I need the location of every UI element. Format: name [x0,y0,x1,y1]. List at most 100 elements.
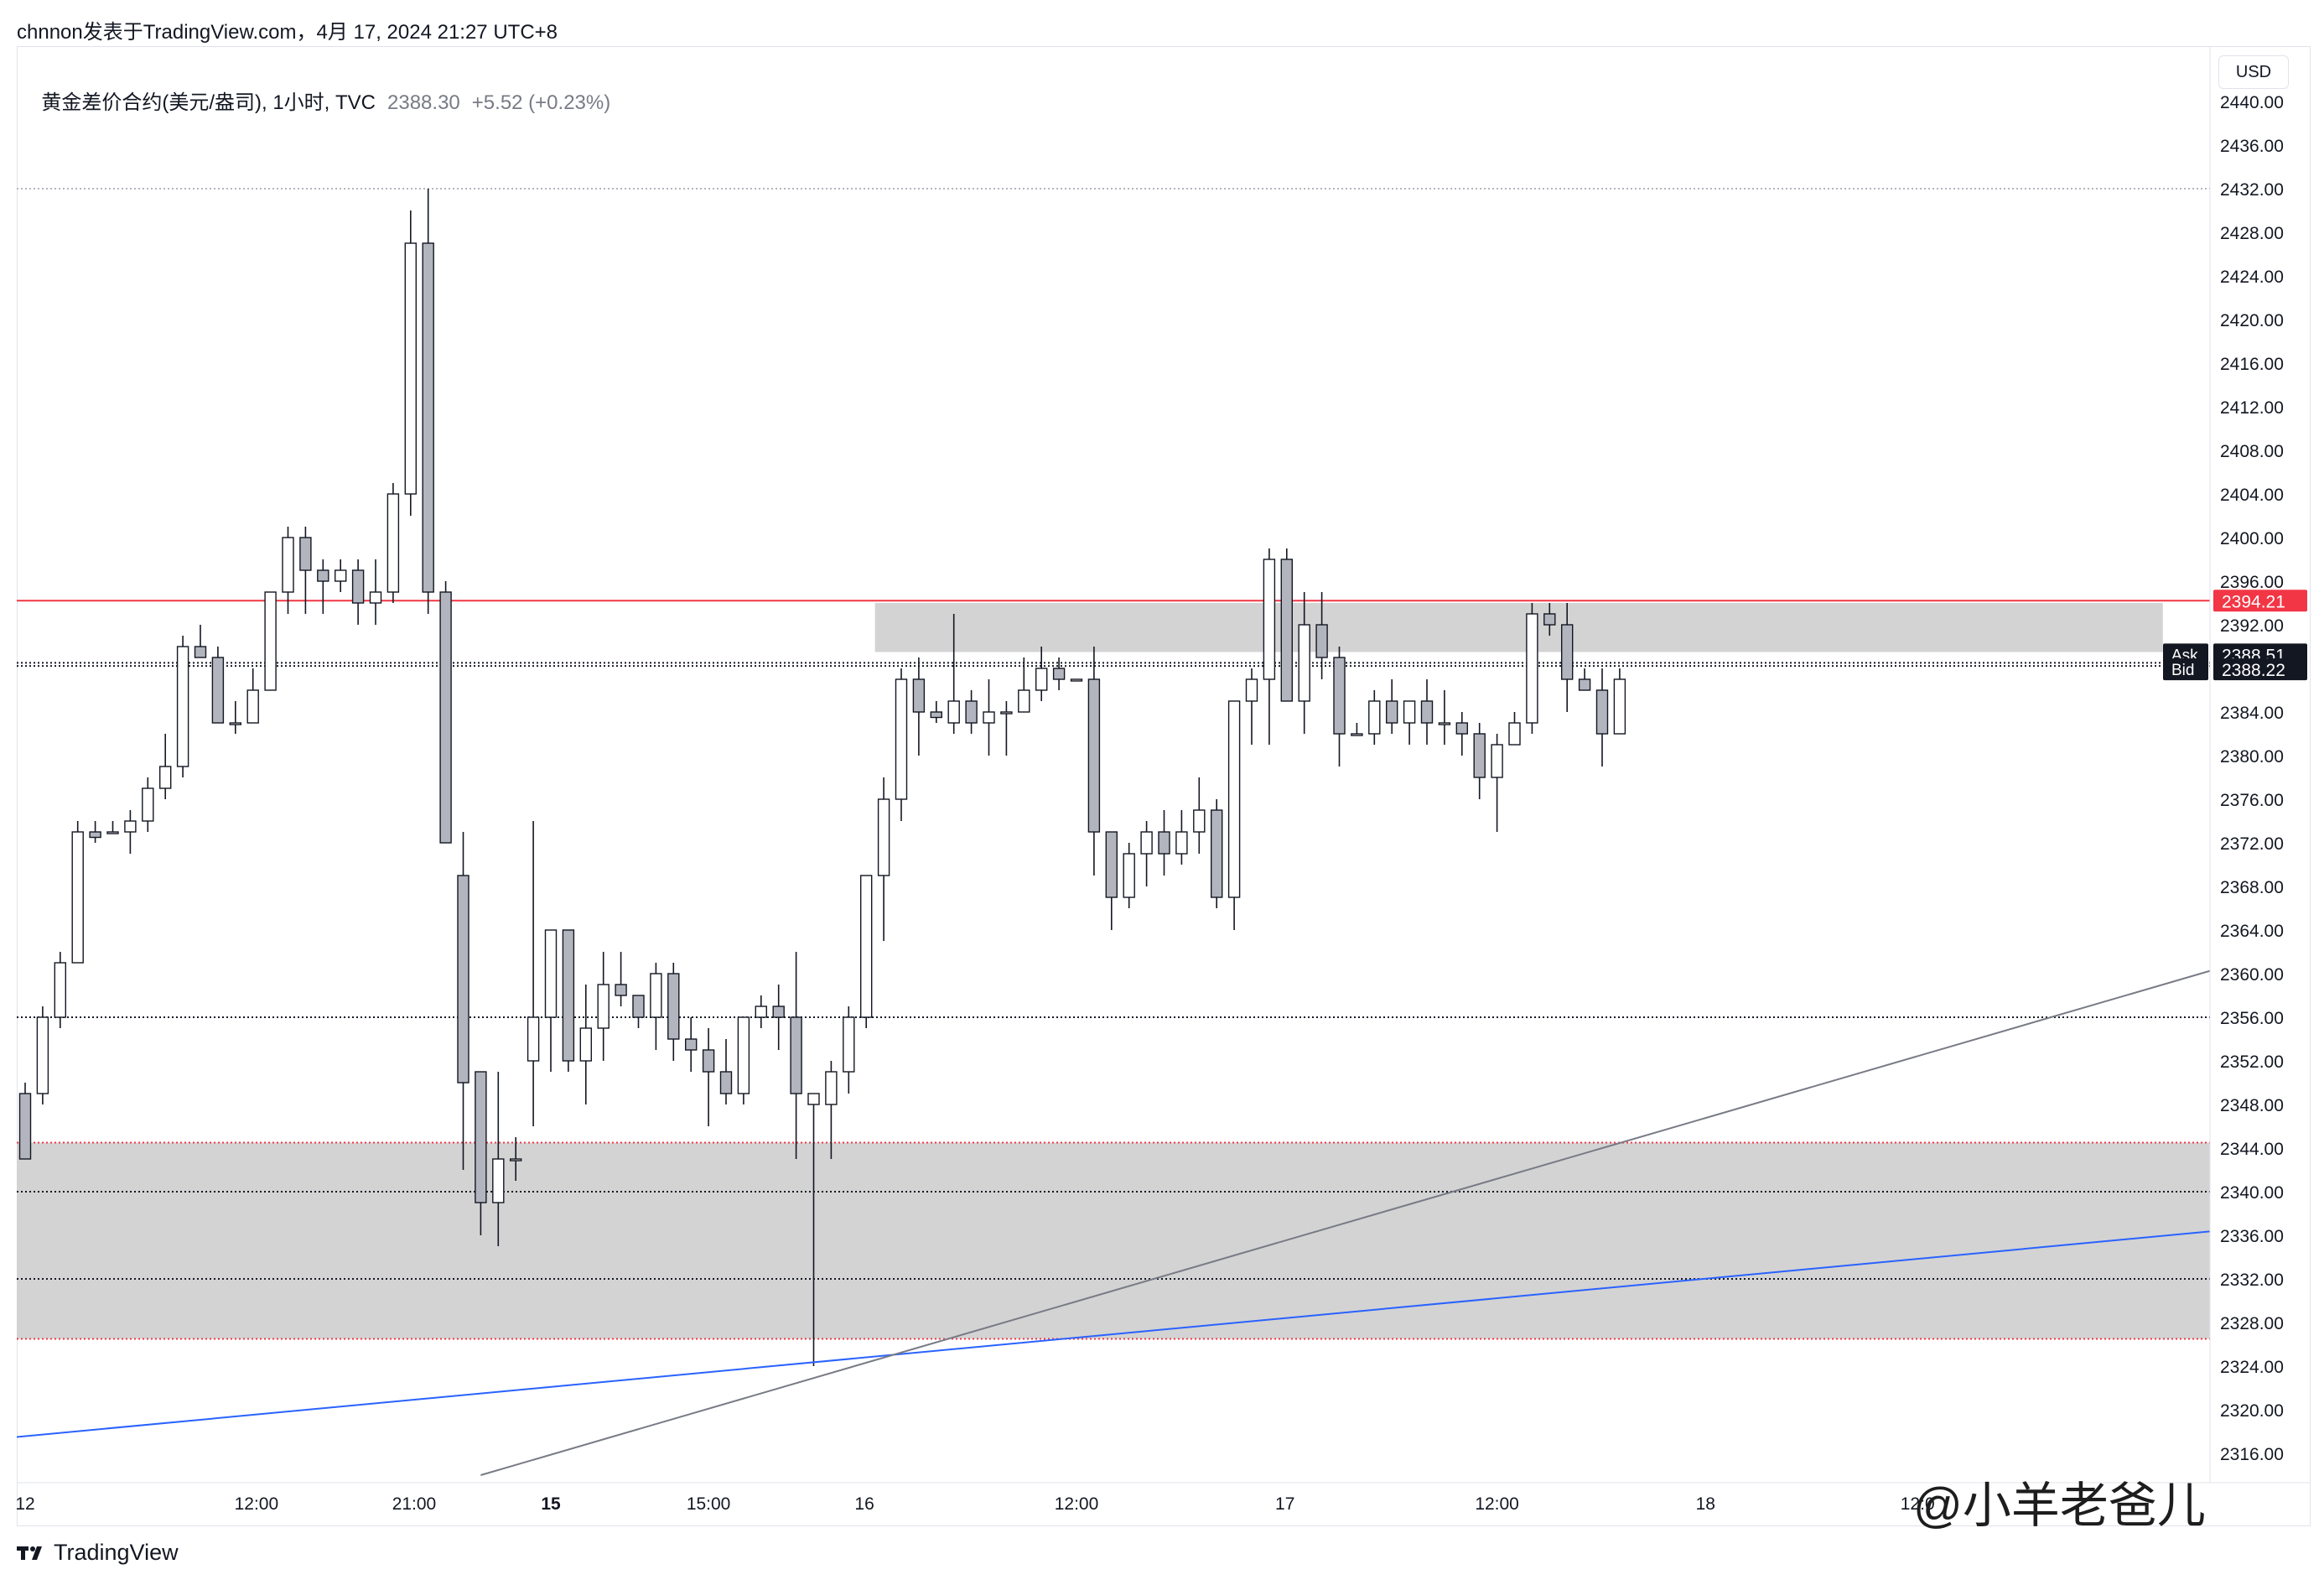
candle-81 [1438,690,1451,745]
time-tick-label: 18 [1696,1494,1715,1514]
candle-body [1438,722,1451,725]
chart-pane[interactable] [17,46,2311,1526]
candle-body [1070,678,1083,682]
time-tick-label: 12 [15,1494,34,1514]
candle-body [1508,722,1521,746]
candle-9 [176,636,189,777]
price-tick-label: 2380.00 [2220,747,2284,767]
price-tick-label: 2372.00 [2220,834,2284,854]
candle-10 [194,625,207,658]
candle-38 [685,1017,698,1072]
candle-body [1000,711,1013,715]
candle-59 [1052,657,1066,690]
candle-body [772,1006,785,1018]
candle-78 [1385,679,1398,734]
time-tick-label: 12:0 [1901,1494,1935,1514]
zones-layer [17,603,2210,1339]
candle-73 [1298,592,1310,734]
price-tick-label: 2404.00 [2220,486,2284,505]
candle-body [1035,668,1048,691]
candle-body [597,984,610,1029]
candle-6 [124,810,137,854]
candle-body [1227,700,1241,898]
candle-body [544,929,558,1018]
candle-body [825,1071,838,1105]
candle-45 [807,1093,820,1366]
trend-line-0 [17,1230,2210,1438]
candle-body [632,995,645,1018]
tradingview-brand[interactable]: TradingView [17,1540,179,1566]
currency-button[interactable]: USD [2218,55,2289,89]
candle-84 [1491,734,1503,832]
candle-body [1578,678,1591,691]
candle-body [1385,700,1398,724]
candle-body [54,962,67,1018]
candle-50 [895,668,908,821]
candle-0 [18,1083,32,1160]
time-tick-label: 12:00 [1475,1494,1519,1514]
candle-body [510,1158,522,1161]
candle-body [1158,831,1170,855]
candle-76 [1351,723,1363,736]
candle-57 [1018,657,1030,713]
candle-body [1368,700,1381,735]
candle-40 [719,1039,733,1104]
candle-60 [1070,678,1083,682]
candle-51 [912,657,926,756]
tradingview-logo-icon [17,1546,42,1560]
price-tick-label: 2352.00 [2220,1052,2284,1072]
candle-67 [1193,777,1206,854]
candle-body [1613,678,1626,735]
candle-body [404,242,417,495]
candle-body [719,1071,733,1094]
candle-75 [1333,647,1346,767]
candle-body [492,1158,505,1203]
candle-body [1526,613,1538,724]
price-tick-label: 2436.00 [2220,137,2284,156]
trendlines-layer [17,969,2210,1476]
candle-body [1263,559,1276,680]
candle-55 [983,679,995,756]
candle-26 [475,1071,487,1235]
candle-body [947,700,960,724]
candle-69 [1227,700,1241,930]
author-line: chnnon发表于TradingView.com，4月 17, 2024 21:… [17,21,558,44]
candle-74 [1315,592,1328,679]
price-tick-label: 2424.00 [2220,268,2284,287]
candle-body [1420,700,1434,724]
candle-85 [1508,712,1521,746]
price-tick-label: 2320.00 [2220,1401,2284,1421]
price-label-2: 2388.22 [2222,661,2285,680]
candle-body [1333,657,1346,735]
time-tick-label: 17 [1275,1494,1294,1514]
candle-body [264,591,277,691]
price-tick-label: 2340.00 [2220,1183,2284,1203]
price-tick-label: 2356.00 [2220,1009,2284,1028]
candle-body [1315,624,1328,658]
candle-body [1543,613,1556,626]
candle-body [667,973,680,1040]
time-tick-label: 21:00 [392,1494,437,1514]
price-tick-label: 2392.00 [2220,616,2284,636]
candle-body [877,798,890,876]
candle-30 [544,929,558,1072]
candle-34 [615,952,627,1006]
candle-72 [1280,548,1294,702]
price-tick-label: 2344.00 [2220,1140,2284,1159]
legend-last-price: 2388.30 [387,91,460,114]
price-tick-label: 2400.00 [2220,529,2284,548]
candle-body [859,875,873,1018]
time-tick-label: 16 [854,1494,874,1514]
zone-rect-1 [17,1142,2210,1339]
candle-12 [229,701,241,734]
candle-28 [510,1137,522,1181]
candle-body [422,242,434,593]
candle-body [1105,831,1118,898]
candle-body [1210,809,1223,898]
watermark: @小羊老爸儿 [1913,1478,2206,1533]
lines-layer [17,188,2210,1340]
candle-16 [299,527,312,614]
candle-body [18,1093,32,1160]
candle-body [912,678,926,713]
